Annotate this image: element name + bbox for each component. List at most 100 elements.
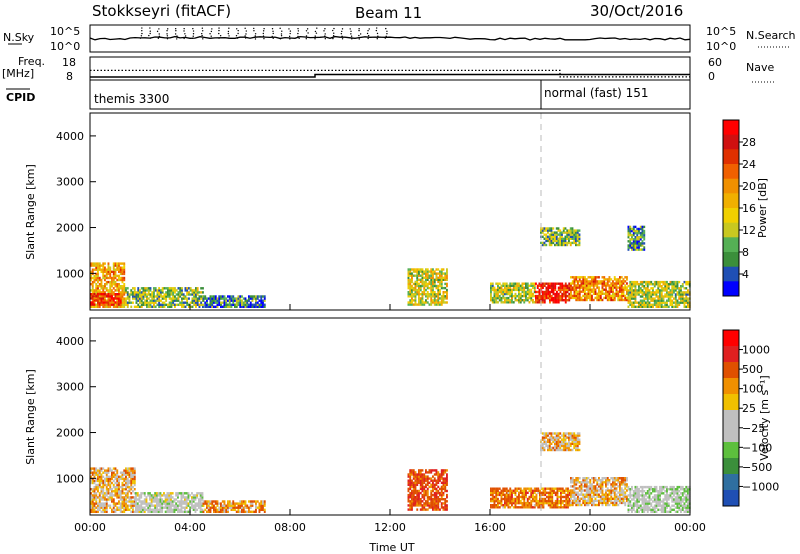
echo-cell	[669, 508, 672, 511]
echo-cell	[603, 280, 606, 283]
echo-cell	[532, 491, 534, 494]
echo-cell	[112, 283, 115, 286]
echo-cell	[585, 487, 588, 490]
echo-cell	[580, 276, 583, 279]
echo-cell	[98, 506, 101, 509]
echo-cell	[100, 490, 103, 493]
echo-cell	[112, 303, 115, 306]
echo-cell	[666, 291, 668, 294]
echo-cell	[636, 490, 639, 493]
echo-cell	[444, 483, 447, 486]
echo-cell	[241, 301, 243, 304]
echo-cell	[192, 498, 195, 501]
echo-cell	[433, 293, 436, 296]
echo-cell	[123, 508, 126, 511]
echo-cell	[645, 506, 647, 509]
echo-cell	[652, 291, 654, 294]
echo-cell	[606, 298, 609, 302]
echo-cell	[620, 501, 623, 505]
echo-cell	[575, 491, 578, 494]
echo-cell	[196, 496, 199, 499]
echo-cell	[528, 501, 531, 505]
echo-cell	[641, 283, 644, 286]
echo-cell	[646, 510, 649, 513]
echo-cell	[561, 235, 563, 238]
echo-cell	[235, 299, 238, 302]
echo-cell	[530, 501, 533, 505]
echo-cell	[566, 284, 569, 287]
echo-cell	[542, 294, 544, 298]
echo-cell	[627, 293, 630, 296]
echo-cell	[631, 285, 633, 288]
echo-cell	[578, 229, 581, 232]
echo-cell	[573, 282, 576, 285]
echo-cell	[514, 286, 517, 289]
echo-cell	[589, 481, 592, 484]
echo-cell	[211, 506, 214, 509]
nsearch-point	[350, 30, 352, 33]
echo-cell	[622, 278, 625, 281]
echo-cell	[446, 500, 448, 503]
echo-cell	[601, 487, 604, 490]
echo-cell	[504, 499, 506, 503]
echo-cell	[430, 291, 433, 294]
echo-cell	[584, 286, 586, 289]
echo-cell	[518, 286, 520, 289]
echo-cell	[195, 301, 197, 304]
echo-cell	[409, 274, 412, 277]
echo-cell	[198, 506, 200, 509]
echo-cell	[657, 500, 660, 503]
echo-cell	[553, 491, 555, 494]
echo-cell	[104, 471, 106, 474]
echo-cell	[535, 290, 537, 294]
echo-cell	[674, 297, 677, 300]
echo-cell	[118, 289, 120, 292]
echo-cell	[502, 491, 505, 494]
echo-cell	[592, 499, 595, 503]
echo-cell	[112, 473, 115, 476]
echo-cell	[573, 479, 576, 482]
echo-cell	[158, 295, 161, 298]
echo-cell	[97, 510, 99, 513]
echo-cell	[98, 477, 101, 481]
echo-cell	[507, 493, 510, 497]
echo-cell	[547, 227, 549, 230]
echo-cell	[646, 293, 649, 296]
echo-cell	[444, 471, 447, 474]
echo-cell	[545, 243, 548, 247]
echo-cell	[204, 301, 207, 304]
echo-cell	[419, 280, 422, 284]
echo-cell	[601, 501, 604, 505]
echo-cell	[248, 297, 250, 300]
nsearch-point	[218, 29, 220, 32]
echo-cell	[571, 280, 574, 283]
echo-cell	[598, 298, 600, 302]
echo-cell	[624, 483, 627, 486]
echo-cell	[653, 504, 656, 507]
echo-cell	[121, 485, 124, 489]
echo-cell	[123, 506, 126, 509]
echo-cell	[662, 508, 665, 511]
echo-cell	[587, 276, 590, 279]
echo-cell	[619, 499, 621, 503]
echo-cell	[648, 496, 651, 499]
echo-cell	[207, 500, 210, 503]
echo-cell	[196, 301, 199, 304]
echo-cell	[407, 500, 410, 503]
echo-cell	[645, 280, 647, 284]
echo-cell	[177, 295, 180, 298]
echo-cell	[223, 504, 226, 507]
echo-cell	[263, 299, 266, 302]
echo-cell	[173, 510, 176, 513]
echo-cell	[109, 485, 112, 489]
echo-cell	[161, 297, 164, 300]
echo-cell	[613, 491, 616, 494]
echo-cell	[537, 501, 540, 505]
echo-cell	[569, 237, 572, 240]
nsearch-point	[332, 35, 335, 37]
echo-cell	[430, 489, 433, 493]
echo-cell	[419, 268, 422, 271]
echo-cell	[683, 293, 686, 296]
echo-cell	[502, 292, 505, 296]
echo-cell	[653, 280, 656, 284]
